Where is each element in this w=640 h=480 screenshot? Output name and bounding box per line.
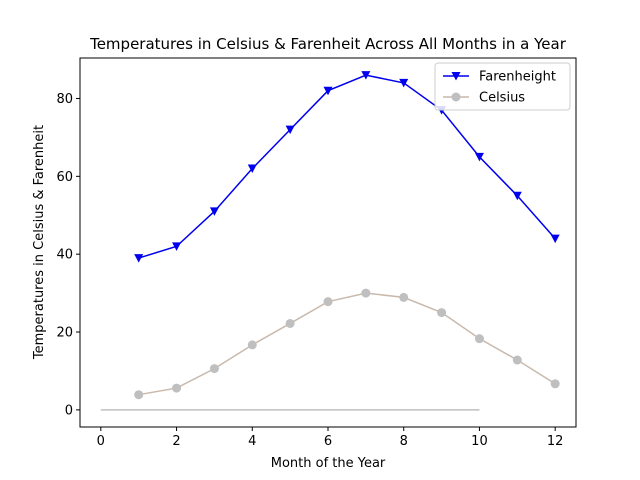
data-point-celsius [134,390,144,400]
chart-title: Temperatures in Celsius & Farenheit Acro… [89,35,567,53]
data-point-celsius [285,318,295,328]
series-line-farenheight [138,74,556,259]
legend-marker [451,92,461,102]
x-tick-label: 12 [547,434,564,449]
data-point-farenheight [361,71,371,80]
data-point-celsius [209,364,219,374]
data-point-farenheight [172,242,182,251]
x-tick-label: 4 [248,434,256,449]
y-axis-label: Temperatures in Celsius & Farenheit [32,125,47,360]
data-point-celsius [437,308,447,318]
y-tick-label: 80 [56,92,73,107]
legend-label: Celsius [479,91,525,106]
y-tick-label: 0 [65,403,73,418]
data-point-celsius [247,340,257,350]
data-point-farenheight [399,78,409,88]
x-tick-label: 10 [471,434,488,449]
data-point-celsius [550,379,560,389]
y-tick-label: 40 [56,248,73,263]
data-point-celsius [474,334,484,344]
data-point-farenheight [209,207,219,216]
plot-area: 0 2 4 6 8 10 12 0 20 40 60 80 Farenheight Celsius [56,57,577,449]
data-point-celsius [361,288,371,298]
x-axis-label: Month of the Year [271,456,386,471]
y-tick-label: 20 [56,326,73,341]
data-point-celsius [323,297,333,307]
data-point-farenheight [247,164,257,174]
data-point-farenheight [550,234,560,244]
legend-marker [451,72,461,81]
x-tick-label: 6 [324,434,332,449]
legend-box [434,62,571,111]
data-point-farenheight [134,254,144,263]
axes-frame [79,57,577,428]
x-tick-label: 2 [172,434,180,449]
x-tick-label: 0 [97,434,105,449]
data-point-farenheight [474,152,484,162]
y-tick-label: 60 [56,170,73,185]
data-point-farenheight [512,191,522,201]
legend-label: Farenheight [479,70,556,85]
data-point-farenheight [323,86,333,96]
data-point-celsius [399,292,409,302]
series-line-celsius [138,292,556,396]
x-tick-label: 8 [400,434,408,449]
data-point-celsius [172,383,182,393]
data-point-celsius [512,355,522,365]
data-point-farenheight [285,125,295,135]
